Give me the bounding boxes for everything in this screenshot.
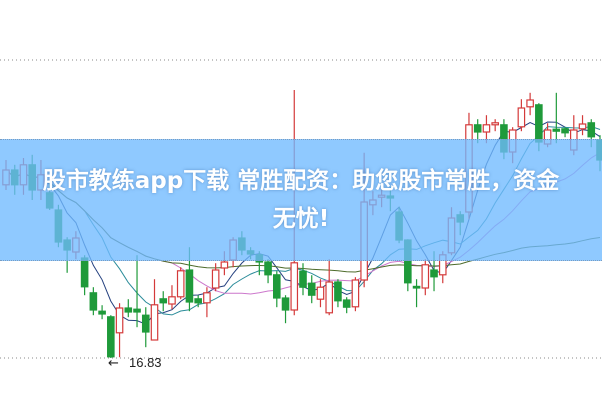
candle-body — [133, 308, 141, 313]
candle-body — [587, 122, 596, 138]
candle-body — [272, 274, 281, 299]
candle — [412, 279, 421, 308]
candle-body — [535, 104, 543, 143]
candle — [351, 277, 360, 312]
candle-body — [517, 107, 526, 128]
candle-body — [482, 124, 491, 133]
banner-line-2: 无忧! — [272, 206, 330, 232]
candle-body — [150, 304, 159, 341]
candle — [307, 275, 316, 304]
candle-body — [185, 269, 194, 303]
candle-body — [325, 281, 334, 314]
candle — [334, 279, 342, 308]
candle-body — [168, 296, 176, 305]
candle — [526, 92, 534, 116]
candle-body — [80, 257, 89, 288]
candle — [421, 259, 430, 296]
candle — [342, 297, 351, 314]
low-price-annotation: ← 16.83 — [108, 355, 162, 371]
candle — [159, 291, 168, 312]
candle — [552, 92, 561, 144]
candle-body — [281, 297, 290, 311]
candle — [133, 255, 141, 328]
candle — [561, 127, 569, 138]
candle-body — [264, 261, 272, 276]
candle — [482, 115, 491, 144]
candle-body — [334, 281, 342, 302]
candle-body — [124, 307, 133, 313]
candle-body — [430, 269, 438, 278]
candle — [80, 255, 89, 296]
candle — [211, 263, 220, 292]
candle-body — [552, 128, 561, 132]
candle-body — [159, 298, 168, 304]
candle-body — [342, 299, 351, 308]
candle-body — [89, 292, 98, 311]
candle-body — [351, 279, 360, 308]
candle-body — [526, 99, 534, 108]
candle — [264, 259, 272, 284]
candle — [517, 99, 526, 132]
candle — [491, 119, 499, 132]
candle-body — [491, 122, 499, 126]
candle-body — [421, 264, 430, 289]
candle — [299, 263, 307, 296]
candle-body — [299, 270, 307, 288]
candle — [194, 295, 202, 308]
candle-body — [98, 310, 106, 315]
candle-body — [561, 128, 569, 134]
candle-body — [412, 285, 421, 289]
candle-body — [141, 314, 150, 333]
candle-body — [473, 124, 482, 133]
candle — [578, 115, 587, 136]
candle-body — [107, 316, 115, 358]
candle — [141, 307, 150, 348]
candle-body — [203, 292, 211, 304]
candle-body — [211, 269, 220, 289]
candle-body — [290, 262, 299, 311]
candle — [316, 279, 325, 308]
candle-body — [176, 270, 185, 298]
candle — [98, 305, 106, 320]
candle — [203, 287, 211, 318]
banner-line-1: 股市教练app下载 常胜配资：助您股市常胜，资金 — [42, 168, 560, 194]
candle — [107, 315, 115, 358]
candle-body — [316, 286, 325, 300]
low-price-label: 16.83 — [129, 355, 162, 370]
candle-body — [578, 123, 587, 130]
left-arrow-icon: ← — [108, 356, 119, 371]
candle — [168, 285, 176, 310]
candle-body — [194, 298, 202, 304]
candle — [124, 299, 133, 318]
candle — [115, 303, 124, 358]
candle — [89, 287, 98, 316]
promo-banner: 股市教练app下载 常胜配资：助您股市常胜，资金 无忧! — [0, 139, 602, 261]
candle — [176, 267, 185, 300]
candle — [272, 271, 281, 308]
candle-body — [220, 261, 229, 269]
candle-body — [307, 282, 316, 296]
candle — [150, 279, 159, 341]
candle-body — [115, 307, 124, 334]
candle — [325, 259, 334, 316]
candle — [281, 295, 290, 324]
